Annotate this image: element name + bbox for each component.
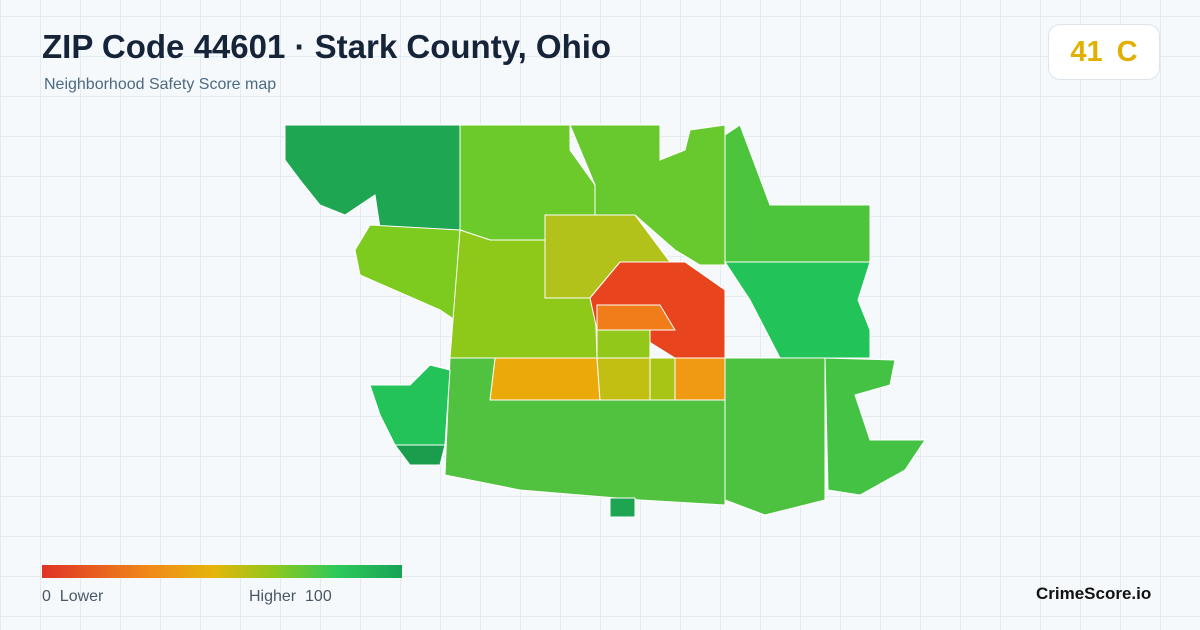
region [824,357,926,496]
region [596,304,676,331]
region [354,224,461,321]
score-badge: 41 C [1048,24,1160,80]
region [596,329,651,359]
title: ZIP Code 44601 · Stark County, Ohio [42,28,612,65]
region [649,357,676,401]
region [724,261,871,359]
brand: CrimeScore.io [1036,584,1152,603]
region [724,357,826,516]
subtitle: Neighborhood Safety Score map [44,76,277,93]
region [596,357,651,401]
region [284,124,461,231]
region [369,364,451,446]
legend-max: Higher 100 [249,588,332,606]
legend-max-label: Higher [249,588,297,605]
region [609,497,636,518]
legend-min: 0 Lower [42,588,103,606]
score-grade: C [1116,35,1138,68]
region [489,357,601,401]
score-value: 41 [1070,35,1103,68]
region [444,357,726,506]
legend-min-label: Lower [59,588,104,605]
region [724,124,871,263]
legend-min-value: 0 [42,588,51,605]
legend-gradient [42,565,402,578]
region [674,357,726,401]
legend-max-value: 100 [305,588,332,605]
region [394,444,446,466]
